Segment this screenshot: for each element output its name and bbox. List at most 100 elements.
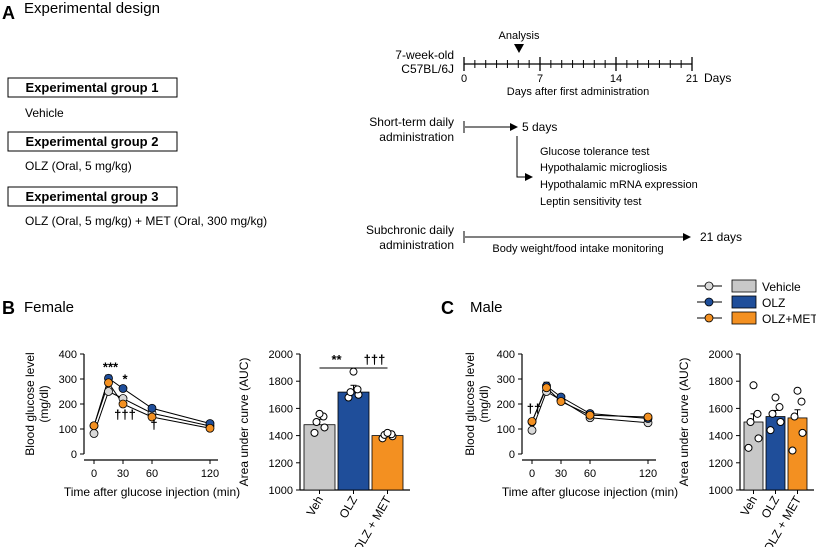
mouse-strain-line1: 7-week-old [395, 48, 454, 62]
y-axis-label: Area under curve (AUC) [237, 358, 251, 487]
subchronic-duration: 21 days [700, 230, 742, 244]
data-point-1 [118, 384, 128, 393]
y-tick-label: 2000 [709, 349, 733, 361]
bar-0 [303, 424, 336, 491]
y-tick-label: 1800 [709, 376, 733, 388]
tests-arrow [516, 136, 533, 181]
significance-mark: ** [331, 352, 342, 367]
x-axis-label: Time after glucose injection (min) [502, 485, 678, 499]
individual-point [349, 367, 358, 376]
individual-point [315, 409, 324, 418]
individual-point [775, 403, 784, 412]
individual-point [346, 388, 355, 397]
y-tick-label: 200 [497, 399, 515, 411]
data-point-2 [542, 383, 551, 393]
individual-point [771, 393, 780, 402]
y-axis-label-line1: Blood glucose level [23, 352, 37, 455]
data-point-2 [556, 397, 566, 406]
x-tick-label: OLZ [336, 494, 360, 521]
timeline-tick-0: 0 [461, 73, 467, 85]
x-tick-label: 30 [117, 468, 129, 480]
individual-point [746, 418, 755, 426]
analysis-marker-icon [514, 44, 524, 53]
x-tick-label: 120 [201, 468, 219, 480]
individual-point [793, 386, 802, 395]
legend-olz-met-label: OLZ+MET [762, 312, 816, 326]
data-point-0 [527, 425, 537, 435]
y-tick-label: 1600 [709, 403, 733, 415]
y-tick-label: 1800 [269, 376, 293, 388]
individual-point [310, 428, 319, 437]
y-tick-label: 300 [497, 374, 515, 386]
x-axis-label: Time after glucose injection (min) [64, 485, 240, 499]
x-tick-label: 60 [146, 468, 158, 480]
bar-2 [371, 435, 404, 491]
y-tick-label: 1000 [269, 485, 293, 497]
significance-mark: ††† [364, 352, 386, 367]
timeline-tick-21: 21 [686, 73, 698, 85]
individual-point [353, 385, 362, 394]
legend: Vehicle OLZ OLZ+MET [697, 279, 816, 326]
test-glucose: Glucose tolerance test [540, 146, 649, 158]
timeline-tick-14: 14 [610, 73, 622, 85]
data-point-2 [104, 378, 113, 388]
data-point-2 [585, 410, 595, 420]
data-point-2 [147, 412, 157, 422]
y-tick-label: 2000 [269, 349, 293, 361]
individual-point [766, 426, 775, 435]
y-tick-label: 100 [59, 424, 77, 436]
panel-b-letter: B [2, 298, 15, 318]
significance-mark: *** [103, 360, 119, 375]
x-tick-label: Veh [738, 494, 760, 519]
significance-mark: * [122, 371, 128, 386]
individual-point [790, 412, 799, 421]
legend-vehicle: Vehicle [697, 279, 801, 294]
y-axis-label-line2: (mg/dl) [37, 385, 51, 422]
test-leptin: Leptin sensitivity test [540, 196, 642, 208]
analysis-label: Analysis [499, 30, 540, 42]
individual-point [776, 418, 785, 426]
male-gtt-chart: 0 100 200 300 400 0 30 60 120 Blood glucose level… [463, 349, 678, 499]
data-point-1 [147, 403, 157, 413]
short-term-duration: 5 days [522, 120, 557, 134]
timeline-unit: Days [704, 71, 731, 85]
individual-point [744, 443, 753, 452]
individual-point [768, 409, 777, 418]
y-tick-label: 1400 [709, 431, 733, 443]
group-3-label: Experimental group 3 [26, 189, 159, 204]
test-mrna: Hypothalamic mRNA expression [540, 179, 698, 191]
significance-mark: † [150, 417, 157, 432]
panel-a-title: Experimental design [24, 0, 160, 17]
x-tick-label: 0 [91, 468, 97, 480]
male-auc-chart: 1000 1200 1400 1600 1800 2000 Area under curve… [677, 349, 814, 547]
y-tick-label: 1600 [269, 403, 293, 415]
bar-1 [337, 391, 370, 491]
timeline-axis-label: Days after first administration [507, 86, 649, 98]
subchronic-line1: Subchronic daily [366, 223, 454, 237]
y-tick-label: 300 [59, 374, 77, 386]
test-microgliosis: Hypothalamic microgliosis [540, 162, 668, 174]
y-axis-label-line1: Blood glucose level [463, 352, 477, 455]
timeline-tick-7: 7 [537, 73, 543, 85]
x-tick-label: 120 [639, 468, 657, 480]
group-2-label: Experimental group 2 [26, 134, 159, 149]
y-tick-label: 400 [59, 349, 77, 361]
female-auc-chart: 1000 1200 1400 1600 1800 2000 Area under curve… [237, 349, 410, 547]
group-2-desc: OLZ (Oral, 5 mg/kg) [25, 159, 132, 173]
bar-0 [743, 421, 764, 491]
y-tick-label: 200 [59, 399, 77, 411]
individual-point [320, 423, 329, 432]
y-tick-label: 1200 [269, 458, 293, 470]
group-3-desc: OLZ (Oral, 5 mg/kg) + MET (Oral, 300 mg/… [25, 214, 267, 228]
panel-c-title: Male [470, 299, 503, 316]
group-1-box: Experimental group 1 [7, 77, 178, 98]
data-point-0 [104, 387, 113, 396]
group-3-box: Experimental group 3 [7, 186, 178, 207]
legend-vehicle-label: Vehicle [762, 280, 801, 294]
y-tick-label: 400 [497, 349, 515, 361]
group-1-label: Experimental group 1 [26, 80, 159, 95]
significance-mark: †† [527, 401, 541, 416]
group-2-box: Experimental group 2 [7, 131, 178, 152]
x-tick-label: 30 [555, 468, 567, 480]
